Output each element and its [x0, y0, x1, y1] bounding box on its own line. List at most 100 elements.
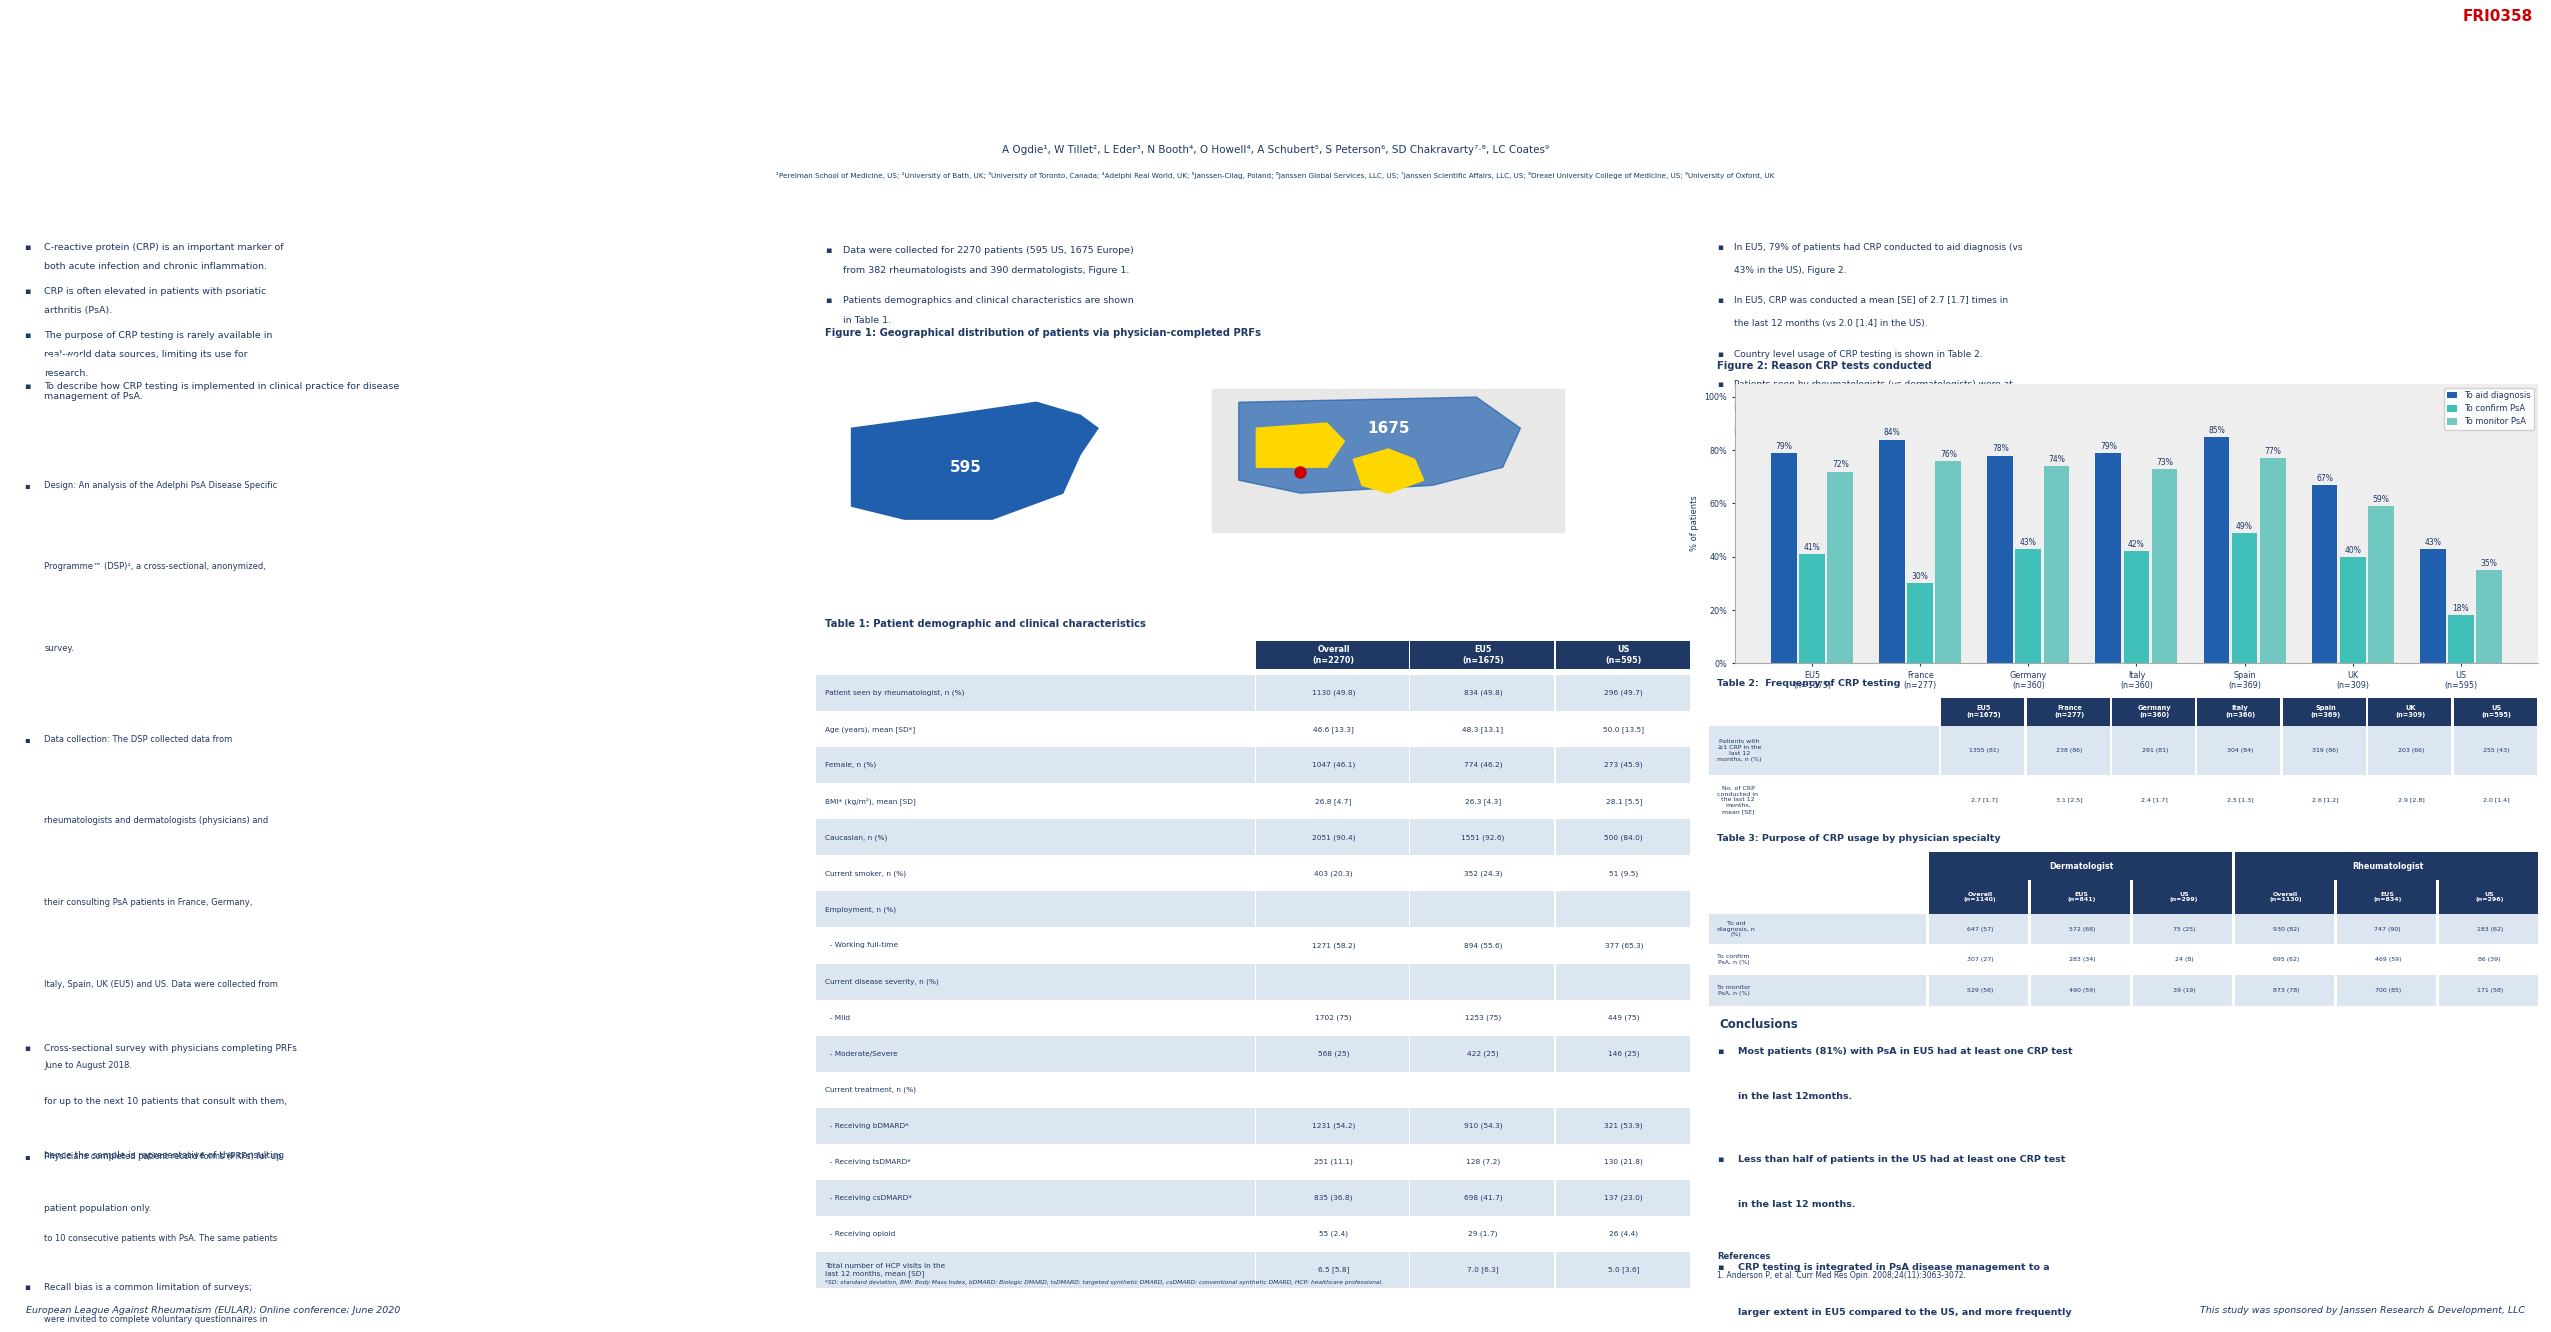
- Text: EUS
(n=834): EUS (n=834): [2372, 891, 2403, 902]
- Text: rheumatologists and dermatologists (physicians) and: rheumatologists and dermatologists (phys…: [43, 817, 268, 826]
- Text: 500 (84.0): 500 (84.0): [1605, 834, 1643, 840]
- Text: ▪: ▪: [26, 330, 31, 340]
- FancyBboxPatch shape: [2367, 698, 2452, 726]
- Bar: [2311, 485, 2337, 663]
- FancyBboxPatch shape: [1556, 1108, 1691, 1144]
- Text: To monitor
PsA, n (%): To monitor PsA, n (%): [1717, 984, 1750, 996]
- FancyBboxPatch shape: [2235, 880, 2334, 914]
- Text: Most patients (81%) with PsA in EU5 had at least one CRP test: Most patients (81%) with PsA in EU5 had …: [1737, 1047, 2074, 1055]
- FancyBboxPatch shape: [1709, 880, 1926, 914]
- Text: 304 (84): 304 (84): [2227, 749, 2253, 753]
- Text: Patient seen by rheumatologist, n (%): Patient seen by rheumatologist, n (%): [824, 690, 964, 697]
- FancyBboxPatch shape: [1258, 1252, 1408, 1288]
- Text: 255 (43): 255 (43): [2482, 749, 2510, 753]
- Text: 774 (46.2): 774 (46.2): [1464, 762, 1503, 769]
- Text: 2.9 [2.8]: 2.9 [2.8]: [2398, 798, 2423, 802]
- Text: 7.0 [6.3]: 7.0 [6.3]: [1467, 1267, 1500, 1273]
- FancyBboxPatch shape: [1556, 1216, 1691, 1252]
- FancyBboxPatch shape: [2025, 775, 2110, 825]
- Bar: [1827, 472, 1852, 663]
- Text: 146 (25): 146 (25): [1607, 1051, 1640, 1056]
- Text: 403 (20.3): 403 (20.3): [1314, 870, 1352, 876]
- Text: US
(n=595): US (n=595): [2482, 706, 2510, 718]
- Text: EU5
(n=1675): EU5 (n=1675): [1462, 645, 1505, 665]
- Text: 352 (24.3): 352 (24.3): [1464, 870, 1503, 876]
- Text: 291 (81): 291 (81): [2143, 749, 2168, 753]
- Text: EUS
(n=841): EUS (n=841): [2069, 891, 2097, 902]
- Text: Programme™ (DSP)¹, a cross-sectional, anonymized,: Programme™ (DSP)¹, a cross-sectional, an…: [43, 562, 265, 571]
- Text: 24 (8): 24 (8): [2173, 958, 2194, 962]
- Text: 75 (25): 75 (25): [2173, 927, 2194, 931]
- Text: 29 (1.7): 29 (1.7): [1469, 1231, 1497, 1237]
- Text: 59%: 59%: [2372, 496, 2390, 503]
- Text: In EU5, 79% of patients had CRP conducted to aid diagnosis (vs: In EU5, 79% of patients had CRP conducte…: [1735, 244, 2023, 252]
- Text: least 50% more likely to have CRP conducted for monitoring: least 50% more likely to have CRP conduc…: [1735, 402, 2008, 412]
- FancyBboxPatch shape: [1411, 891, 1554, 927]
- Text: The purpose of CRP testing is rarely available in: The purpose of CRP testing is rarely ava…: [43, 330, 273, 340]
- FancyBboxPatch shape: [816, 1035, 1255, 1072]
- Text: Country level usage of CRP testing is shown in Table 2.: Country level usage of CRP testing is sh…: [1735, 349, 1982, 358]
- Text: Rheumatologist: Rheumatologist: [2352, 862, 2423, 871]
- Text: 6.5 [5.8]: 6.5 [5.8]: [1316, 1267, 1349, 1273]
- Bar: [2122, 551, 2150, 663]
- Text: 296 (49.7): 296 (49.7): [1605, 690, 1643, 697]
- Text: their consulting PsA patients in France, Germany,: their consulting PsA patients in France,…: [43, 898, 253, 907]
- Text: ▪: ▪: [1717, 380, 1724, 389]
- Text: ▪: ▪: [824, 296, 832, 305]
- FancyBboxPatch shape: [1556, 1072, 1691, 1108]
- Text: 26.3 [4.3]: 26.3 [4.3]: [1464, 798, 1500, 805]
- FancyBboxPatch shape: [1709, 775, 1939, 825]
- Text: Overall
(n=1140): Overall (n=1140): [1964, 891, 1997, 902]
- Text: 5.0 [3.6]: 5.0 [3.6]: [1607, 1267, 1640, 1273]
- Text: Patients with
≥1 CRP in the
last 12
months, n (%): Patients with ≥1 CRP in the last 12 mont…: [1717, 739, 1763, 762]
- Text: research.: research.: [43, 369, 89, 378]
- FancyBboxPatch shape: [1258, 1216, 1408, 1252]
- FancyBboxPatch shape: [816, 1216, 1255, 1252]
- Text: 283 (34): 283 (34): [2069, 958, 2094, 962]
- Bar: [2094, 453, 2122, 663]
- FancyBboxPatch shape: [1556, 855, 1691, 891]
- Text: Physicians completed patient record forms (PRFs) for up: Physicians completed patient record form…: [43, 1152, 283, 1162]
- Text: - Working full-time: - Working full-time: [824, 943, 898, 948]
- Text: Table 3.: Table 3.: [1735, 448, 1768, 457]
- Text: 30%: 30%: [1911, 573, 1929, 581]
- Text: ▪: ▪: [26, 286, 31, 296]
- Text: ¹Perelman School of Medicine, US; ²University of Bath, UK; ³University of Toront: ¹Perelman School of Medicine, US; ²Unive…: [776, 172, 1775, 178]
- Bar: [2204, 437, 2230, 663]
- FancyBboxPatch shape: [2454, 726, 2536, 775]
- Text: 377 (65.3): 377 (65.3): [1605, 942, 1643, 948]
- Text: 183 (62): 183 (62): [2477, 927, 2503, 931]
- FancyBboxPatch shape: [1411, 1072, 1554, 1108]
- Text: hence the sample is representative of the consulting: hence the sample is representative of th…: [43, 1151, 286, 1160]
- Text: 238 (86): 238 (86): [2056, 749, 2082, 753]
- Text: - Receiving csDMARD*: - Receiving csDMARD*: [824, 1195, 913, 1201]
- FancyBboxPatch shape: [816, 927, 1255, 963]
- FancyBboxPatch shape: [1709, 726, 1939, 775]
- FancyBboxPatch shape: [816, 1072, 1255, 1108]
- Bar: [2232, 533, 2258, 663]
- FancyBboxPatch shape: [1709, 975, 1926, 1006]
- FancyBboxPatch shape: [816, 1252, 1255, 1288]
- Text: in the last 12 months.: in the last 12 months.: [1737, 1200, 1855, 1209]
- Text: June to August 2018.: June to August 2018.: [43, 1062, 133, 1070]
- Text: 26.8 [4.7]: 26.8 [4.7]: [1316, 798, 1352, 805]
- Text: FRI0358: FRI0358: [2462, 9, 2533, 24]
- FancyBboxPatch shape: [1556, 819, 1691, 855]
- Text: Overall
(n=1130): Overall (n=1130): [2270, 891, 2301, 902]
- Text: 171 (58): 171 (58): [2477, 988, 2503, 992]
- FancyBboxPatch shape: [1258, 855, 1408, 891]
- Text: in the last 12months.: in the last 12months.: [1737, 1092, 1852, 1102]
- Text: Patients demographics and clinical characteristics are shown: Patients demographics and clinical chara…: [842, 296, 1133, 305]
- Text: Spain
(n=369): Spain (n=369): [2311, 706, 2342, 718]
- Text: both acute infection and chronic inflammation.: both acute infection and chronic inflamm…: [43, 261, 268, 270]
- Text: ▪: ▪: [1717, 1263, 1724, 1272]
- Text: ▪: ▪: [1717, 244, 1724, 252]
- FancyBboxPatch shape: [1258, 711, 1408, 747]
- Text: 422 (25): 422 (25): [1467, 1051, 1500, 1056]
- FancyBboxPatch shape: [1411, 747, 1554, 783]
- Text: 1355 (81): 1355 (81): [1969, 749, 2000, 753]
- FancyBboxPatch shape: [816, 747, 1255, 783]
- FancyBboxPatch shape: [1929, 944, 2028, 975]
- Text: Objective: Objective: [23, 353, 84, 365]
- Text: Total number of HCP visits in the
last 12 months, mean [SD]: Total number of HCP visits in the last 1…: [824, 1263, 946, 1277]
